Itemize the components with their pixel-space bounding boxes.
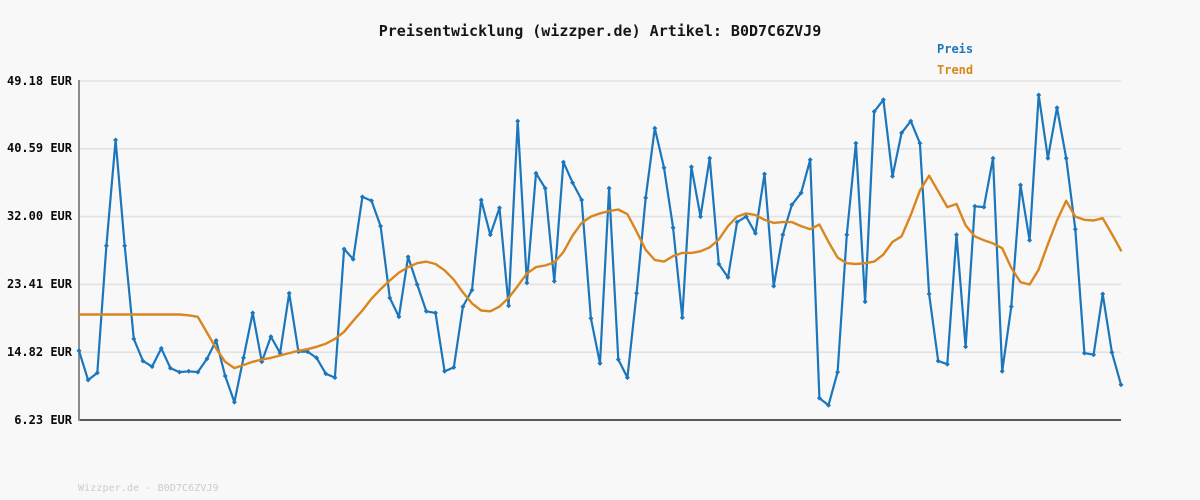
y-axis-labels: 49.18 EUR 40.59 EUR 32.00 EUR 23.41 EUR 14.8… [0, 0, 72, 500]
legend: Preis Trend [937, 39, 973, 81]
y-tick-label: 6.23 EUR [14, 412, 72, 427]
y-tick-label: 14.82 EUR [6, 344, 72, 359]
y-tick-label: 49.18 EUR [6, 73, 72, 88]
y-tick-label: 40.59 EUR [6, 141, 72, 156]
y-tick-label: 32.00 EUR [6, 209, 72, 224]
trend-line [77, 174, 1123, 370]
watermark: Wizzper.de - B0D7C6ZVJ9 [78, 483, 219, 494]
price-line [77, 93, 1123, 407]
legend-item-preis: Preis [937, 42, 974, 56]
chart-title: Preisentwicklung (wizzper.de) Artikel: B… [378, 22, 822, 40]
y-tick-label: 23.41 EUR [6, 276, 72, 291]
legend-item-trend: Trend [937, 63, 974, 77]
